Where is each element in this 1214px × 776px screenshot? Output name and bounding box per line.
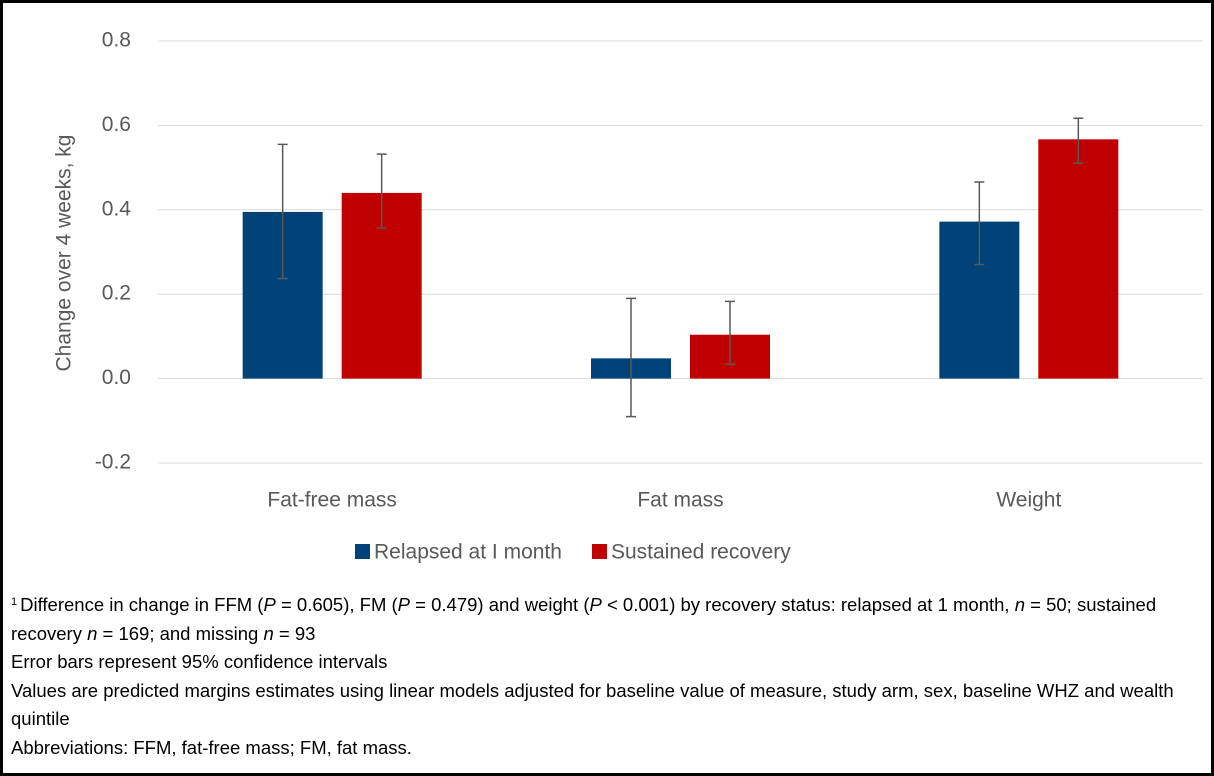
- italic-text: P: [397, 594, 411, 615]
- footnote-text: < 0.001) by recovery status: relapsed at…: [601, 594, 1015, 615]
- chart: Change over 4 weeks, kg -0.2 0.0 0.2 0.4 0.6…: [53, 29, 1203, 564]
- italic-text: n: [87, 622, 98, 644]
- y-tick-label: 0.8: [102, 29, 131, 52]
- error-bar: [376, 153, 387, 229]
- footnote-text: = 0.479) and weight (: [410, 594, 590, 615]
- italic-text: n: [263, 622, 274, 644]
- bar: [1038, 139, 1119, 379]
- legend-label: Sustained recovery: [611, 541, 791, 564]
- y-tick-label: 0.6: [102, 113, 131, 136]
- x-tick-label: Weight: [996, 489, 1061, 512]
- x-tick-label: Fat mass: [637, 489, 723, 512]
- y-tick-label: 0.2: [102, 282, 131, 305]
- footnote: 1 Difference in change in FFM (P = 0.605)…: [11, 588, 1207, 648]
- footnote: Values are predicted margins estimates u…: [11, 677, 1207, 734]
- legend-swatch: [355, 544, 370, 559]
- error-bar: [1073, 117, 1084, 165]
- y-axis-label: Change over 4 weeks, kg: [53, 135, 76, 372]
- footnote-text: = 169; and missing: [97, 622, 264, 644]
- italic-text: P: [263, 594, 276, 615]
- italic-text: n: [1014, 594, 1025, 615]
- footnotes: 1 Difference in change in FFM (P = 0.605)…: [11, 588, 1207, 762]
- footnote-text: = 93: [273, 622, 316, 644]
- error-bar: [974, 181, 985, 266]
- footnote-marker: 1: [11, 596, 18, 608]
- footnote-text: = 0.605), FM (: [275, 594, 398, 615]
- footnote-text: Values are predicted margins estimates u…: [11, 679, 1174, 730]
- error-bar: [725, 300, 735, 366]
- footnote-text: Error bars represent 95% confidence inte…: [11, 651, 388, 672]
- y-tick-label: -0.2: [95, 451, 131, 474]
- italic-text: P: [589, 594, 602, 615]
- error-bar: [626, 297, 636, 418]
- error-bar: [277, 143, 288, 280]
- y-tick-label: 0.4: [102, 197, 132, 220]
- footnote-text: = 50; sustained recovery: [11, 594, 1157, 644]
- y-tick-label: 0.0: [102, 366, 131, 389]
- footnote: Abbreviations: FFM, fat-free mass; FM, f…: [11, 734, 1207, 763]
- legend-swatch: [591, 544, 607, 559]
- footnote-text: Abbreviations: FFM, fat-free mass; FM, f…: [11, 736, 412, 758]
- footnote: Error bars represent 95% confidence inte…: [11, 648, 1207, 677]
- legend-label: Relapsed at I month: [374, 541, 562, 564]
- x-tick-label: Fat-free mass: [267, 489, 397, 512]
- footnote-text: Difference in change in FFM (: [20, 594, 264, 615]
